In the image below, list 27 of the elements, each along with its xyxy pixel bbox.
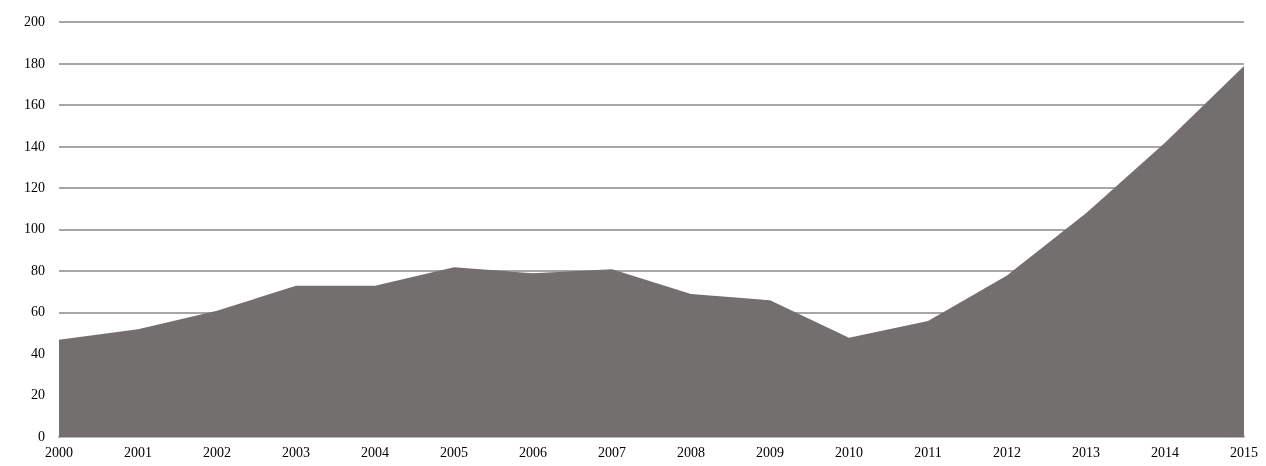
y-tick-label: 180 xyxy=(24,55,45,71)
y-tick-label: 60 xyxy=(31,304,45,320)
x-tick-label: 2011 xyxy=(914,445,942,461)
x-tick-label: 2008 xyxy=(677,445,705,461)
x-tick-label: 2006 xyxy=(519,445,547,461)
x-tick-label: 2003 xyxy=(282,445,310,461)
y-tick-label: 140 xyxy=(24,138,45,154)
x-tick-label: 2009 xyxy=(756,445,784,461)
x-tick-label: 2012 xyxy=(993,445,1021,461)
x-tick-label: 2013 xyxy=(1072,445,1100,461)
y-tick-label: 160 xyxy=(24,97,45,113)
x-tick-label: 2010 xyxy=(835,445,863,461)
y-tick-label: 0 xyxy=(38,428,45,444)
x-tick-label: 2004 xyxy=(361,445,389,461)
x-tick-label: 2002 xyxy=(203,445,231,461)
x-tick-label: 2001 xyxy=(124,445,152,461)
x-tick-label: 2000 xyxy=(45,445,73,461)
y-tick-label: 80 xyxy=(31,262,45,278)
y-tick-label: 100 xyxy=(24,221,45,237)
y-tick-label: 40 xyxy=(31,345,45,361)
x-tick-label: 2007 xyxy=(598,445,626,461)
x-tick-label: 2014 xyxy=(1151,445,1179,461)
y-tick-label: 20 xyxy=(31,387,45,403)
y-tick-label: 200 xyxy=(24,14,45,30)
y-tick-label: 120 xyxy=(24,179,45,195)
x-tick-label: 2015 xyxy=(1230,445,1258,461)
x-tick-label: 2005 xyxy=(440,445,468,461)
